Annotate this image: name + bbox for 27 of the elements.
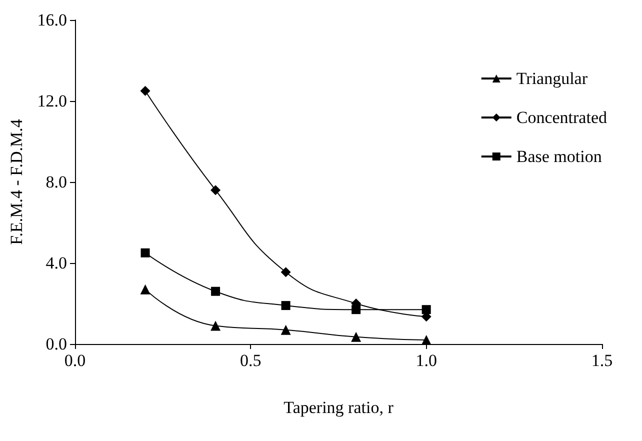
y-axis-title: F.E.M.4 - F.D.M.4 bbox=[7, 118, 26, 245]
legend-label: Triangular bbox=[516, 69, 588, 88]
point bbox=[421, 334, 432, 345]
point bbox=[140, 248, 150, 258]
point bbox=[352, 305, 361, 314]
point bbox=[351, 332, 362, 342]
x-tick-label: 1.5 bbox=[591, 351, 613, 370]
x-tick-label: 0.0 bbox=[64, 351, 86, 370]
y-tick-label: 0.0 bbox=[46, 334, 67, 354]
point bbox=[211, 286, 220, 296]
x-tick-label: 0.5 bbox=[240, 351, 262, 370]
point bbox=[422, 305, 431, 314]
point bbox=[280, 324, 291, 335]
point bbox=[140, 284, 150, 294]
y-tick-label: 4.0 bbox=[46, 254, 67, 272]
point bbox=[281, 301, 290, 310]
x-axis-title: Tapering ratio, r bbox=[284, 398, 394, 417]
x-tick-label: 1.0 bbox=[416, 351, 437, 370]
point bbox=[210, 320, 221, 331]
y-tick-label: 12.0 bbox=[37, 92, 67, 110]
y-tick-label: 16.0 bbox=[37, 10, 67, 30]
point bbox=[140, 86, 150, 96]
y-tick-label: 8.0 bbox=[46, 172, 67, 192]
point bbox=[280, 267, 291, 278]
legend-label: Concentrated bbox=[516, 108, 608, 127]
legend-label: Base motion bbox=[516, 147, 602, 166]
point bbox=[210, 185, 221, 196]
